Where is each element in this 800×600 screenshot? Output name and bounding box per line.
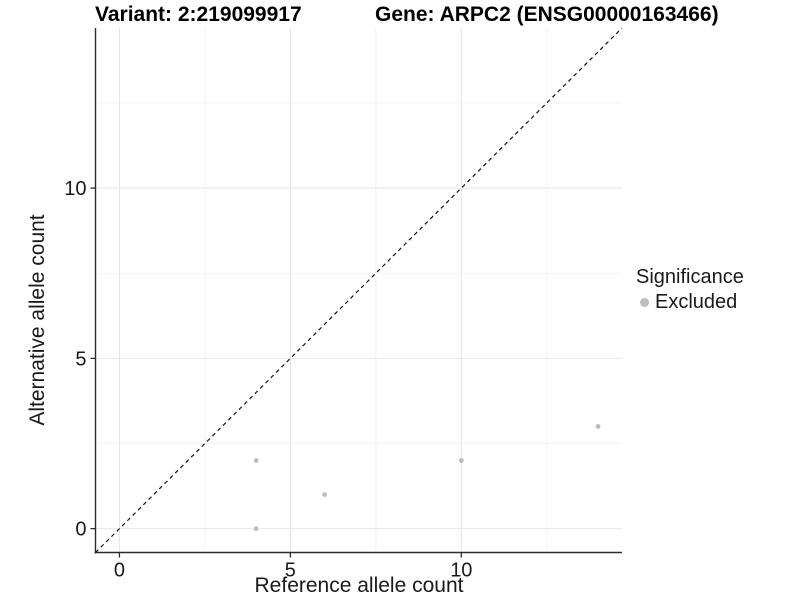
data-point bbox=[458, 458, 464, 463]
identity-line bbox=[95, 27, 623, 553]
legend: Significance Excluded bbox=[636, 266, 744, 314]
minor-gridlines bbox=[95, 28, 622, 553]
y-tick-label: 5 bbox=[75, 348, 86, 370]
legend-title: Significance bbox=[636, 266, 744, 288]
gene-title: Gene: ARPC2 (ENSG00000163466) bbox=[375, 3, 719, 26]
y-axis-title: Alternative allele count bbox=[26, 214, 49, 426]
axis-tick-labels: 0 5 10 0 5 10 bbox=[64, 178, 472, 581]
axis-tick-marks bbox=[90, 187, 462, 558]
x-tick-label: 10 bbox=[450, 560, 472, 582]
x-axis-title: Reference allele count bbox=[254, 574, 464, 597]
y-tick-label: 10 bbox=[64, 178, 86, 200]
legend-item-excluded: Excluded bbox=[636, 291, 744, 314]
x-tick-label: 0 bbox=[114, 560, 125, 582]
legend-point-icon bbox=[640, 298, 649, 307]
x-tick-label: 5 bbox=[285, 560, 296, 582]
legend-item-label: Excluded bbox=[655, 291, 738, 313]
variant-title: Variant: 2:219099917 bbox=[95, 3, 302, 26]
data-point bbox=[253, 458, 259, 463]
data-point bbox=[322, 492, 327, 498]
data-point bbox=[253, 526, 259, 532]
axis-lines bbox=[94, 28, 622, 554]
y-tick-label: 0 bbox=[75, 519, 86, 541]
data-point bbox=[595, 424, 601, 429]
major-gridlines bbox=[95, 28, 622, 553]
data-points bbox=[253, 424, 601, 532]
identity-dashed-line bbox=[95, 27, 623, 553]
